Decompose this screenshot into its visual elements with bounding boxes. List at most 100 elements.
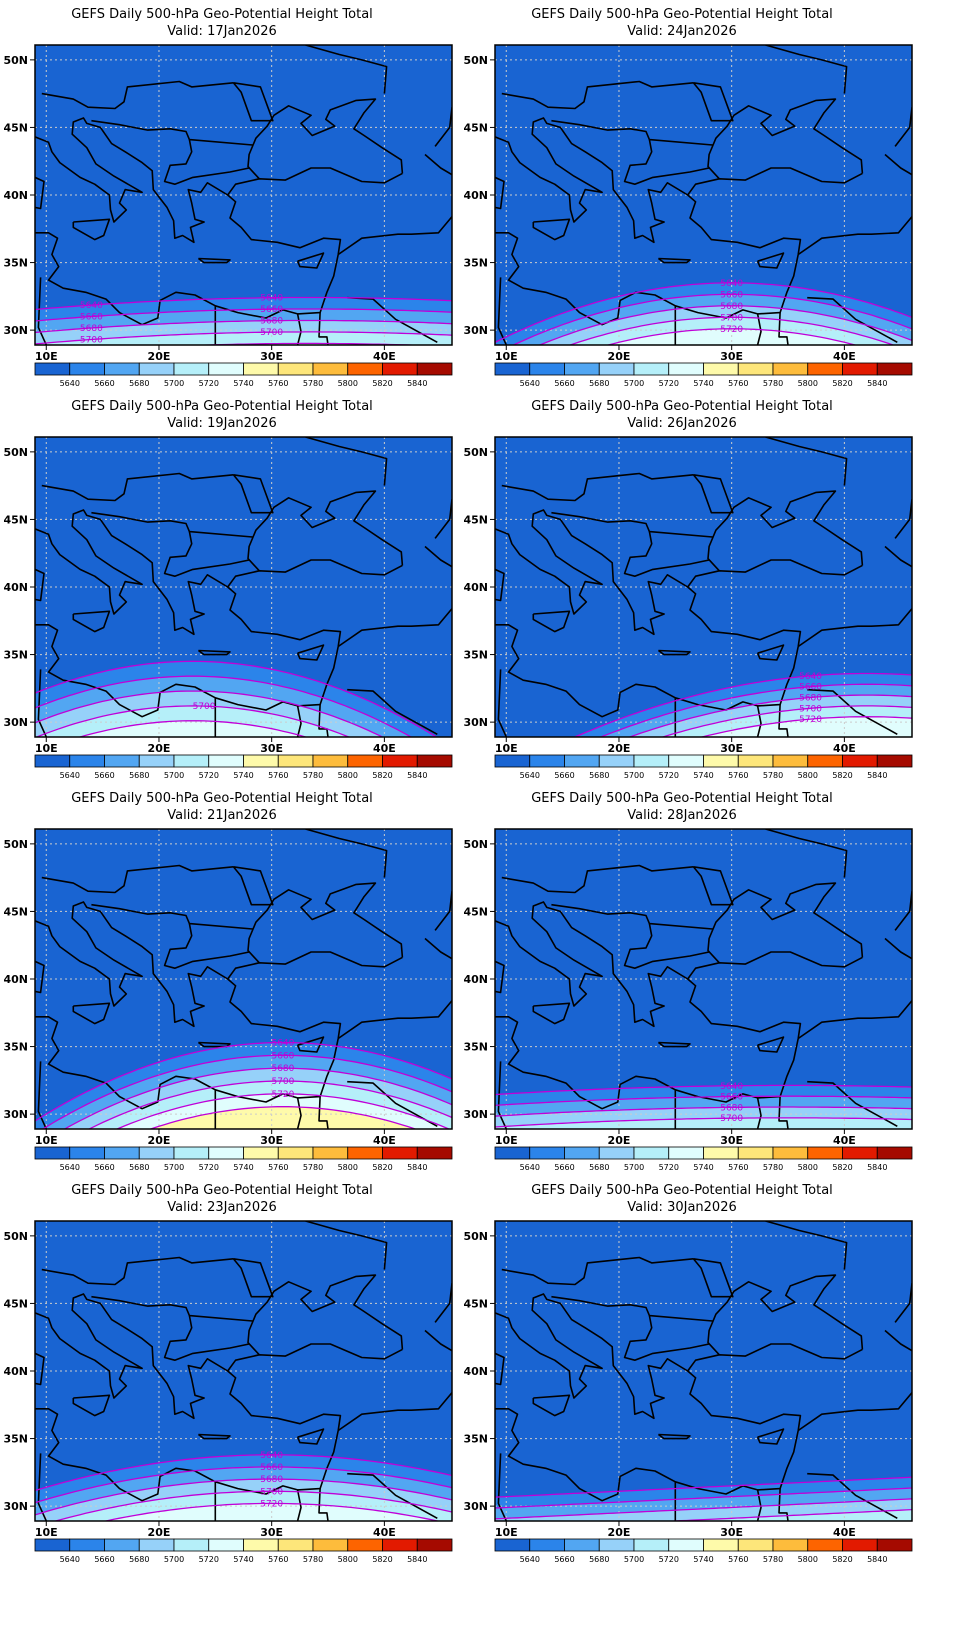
coastline	[884, 937, 912, 960]
colorbar-swatch	[633, 754, 670, 768]
coastline	[692, 82, 734, 122]
colorbar-swatch	[703, 1146, 739, 1160]
colorbar-swatch	[34, 1146, 71, 1160]
contour-line	[35, 660, 438, 737]
colorbar-swatch	[737, 1538, 774, 1552]
colorbar-swatch	[312, 362, 349, 376]
lon-label: 30E	[260, 742, 283, 755]
map-panel: GEFS Daily 500-hPa Geo-Potential Height …	[460, 392, 942, 784]
coastline	[532, 610, 571, 633]
colorbar-swatch	[173, 362, 210, 376]
contour-label: 5640	[720, 1082, 743, 1092]
colorbar-label: 5820	[832, 1555, 852, 1564]
coastline	[778, 312, 789, 345]
lat-label: 35N	[3, 257, 28, 270]
colorbar-swatch	[382, 754, 418, 768]
contour-label: 5660	[80, 313, 103, 323]
colorbar-label: 5700	[624, 379, 644, 388]
colorbar-swatch	[138, 1538, 175, 1552]
lat-label: 40N	[463, 1365, 488, 1378]
coastline	[72, 218, 111, 241]
contour-line	[605, 328, 858, 345]
colorbar-label: 5720	[659, 379, 679, 388]
colorbar-swatch	[668, 1538, 704, 1552]
lat-label: 35N	[463, 257, 488, 270]
map-panel: GEFS Daily 500-hPa Geo-Potential Height …	[0, 0, 482, 392]
coastline	[532, 218, 571, 241]
colorbar-label: 5840	[867, 379, 887, 388]
panel-title: GEFS Daily 500-hPa Geo-Potential Height …	[71, 791, 373, 806]
coastline	[72, 610, 111, 633]
colorbar-label: 5640	[60, 1163, 80, 1172]
contour-label: 5640	[799, 672, 822, 682]
coastline	[623, 1315, 710, 1361]
colorbar-swatch	[807, 362, 843, 376]
coastline	[72, 1002, 111, 1025]
coastline	[35, 176, 45, 210]
colorbar-swatch	[737, 1146, 774, 1160]
colorbar-swatch	[598, 362, 635, 376]
coastline	[894, 1283, 912, 1323]
contour-label: 5660	[799, 683, 822, 693]
coastline	[501, 1256, 694, 1286]
coastline	[807, 296, 898, 344]
contour-line	[495, 1476, 912, 1498]
contour-label: 5680	[260, 317, 283, 327]
contour-label: 5700	[720, 313, 743, 323]
lat-label: 45N	[463, 513, 488, 526]
coastline	[884, 153, 912, 176]
lon-label: 40E	[373, 742, 396, 755]
coastline	[347, 688, 438, 736]
coastline	[35, 1343, 403, 1502]
coastline	[424, 1329, 452, 1352]
contour-label: 5660	[720, 290, 743, 300]
contour-label: 5720	[799, 715, 822, 725]
colorbar-swatch	[277, 362, 314, 376]
coastline	[35, 901, 229, 1028]
colorbar-label: 5640	[520, 1163, 540, 1172]
coastline	[337, 1392, 452, 1432]
coastline	[163, 531, 250, 577]
colorbar-label: 5800	[338, 771, 358, 780]
contour-line	[538, 305, 912, 345]
map-svg: GEFS Daily 500-hPa Geo-Potential Height …	[463, 399, 913, 780]
map-panel: GEFS Daily 500-hPa Geo-Potential Height …	[460, 784, 942, 1176]
coastline	[756, 1097, 762, 1129]
map-svg: GEFS Daily 500-hPa Geo-Potential Height …	[3, 791, 453, 1172]
colorbar-label: 5820	[372, 379, 392, 388]
lat-label: 40N	[463, 581, 488, 594]
panel-title: GEFS Daily 500-hPa Geo-Potential Height …	[71, 399, 373, 414]
contour-line	[495, 1106, 912, 1117]
coastline	[501, 80, 694, 110]
map-panel: GEFS Daily 500-hPa Geo-Potential Height …	[460, 1176, 942, 1568]
colorbar-label: 5820	[832, 1163, 852, 1172]
colorbar-swatch	[173, 1538, 210, 1552]
colorbar-swatch	[416, 362, 453, 376]
contour-line	[41, 1054, 452, 1129]
coastline	[495, 509, 689, 636]
lat-label: 30N	[3, 1108, 28, 1121]
coastline	[41, 80, 234, 110]
coastline	[296, 1428, 325, 1445]
contour-label: 5700	[260, 328, 283, 338]
colorbar-label: 5840	[407, 771, 427, 780]
lat-label: 50N	[463, 838, 488, 851]
colorbar-swatch	[598, 1538, 635, 1552]
coastline	[765, 829, 848, 878]
contour-label: 5700	[80, 336, 103, 346]
colorbar-swatch	[703, 1538, 739, 1552]
colorbar-swatch	[34, 362, 71, 376]
coastline	[797, 1000, 912, 1040]
panel-valid-date: Valid: 23Jan2026	[167, 1200, 277, 1215]
colorbar-swatch	[382, 1146, 418, 1160]
lat-label: 35N	[3, 649, 28, 662]
colorbar-label: 5720	[659, 1163, 679, 1172]
colorbar-swatch	[34, 754, 71, 768]
lat-label: 50N	[3, 838, 28, 851]
contour-label: 5640	[80, 301, 103, 311]
lon-label: 20E	[608, 350, 631, 363]
contour-label: 5660	[260, 1463, 283, 1473]
coastline	[495, 176, 505, 210]
colorbar-swatch	[104, 1146, 140, 1160]
colorbar-swatch	[69, 362, 105, 376]
